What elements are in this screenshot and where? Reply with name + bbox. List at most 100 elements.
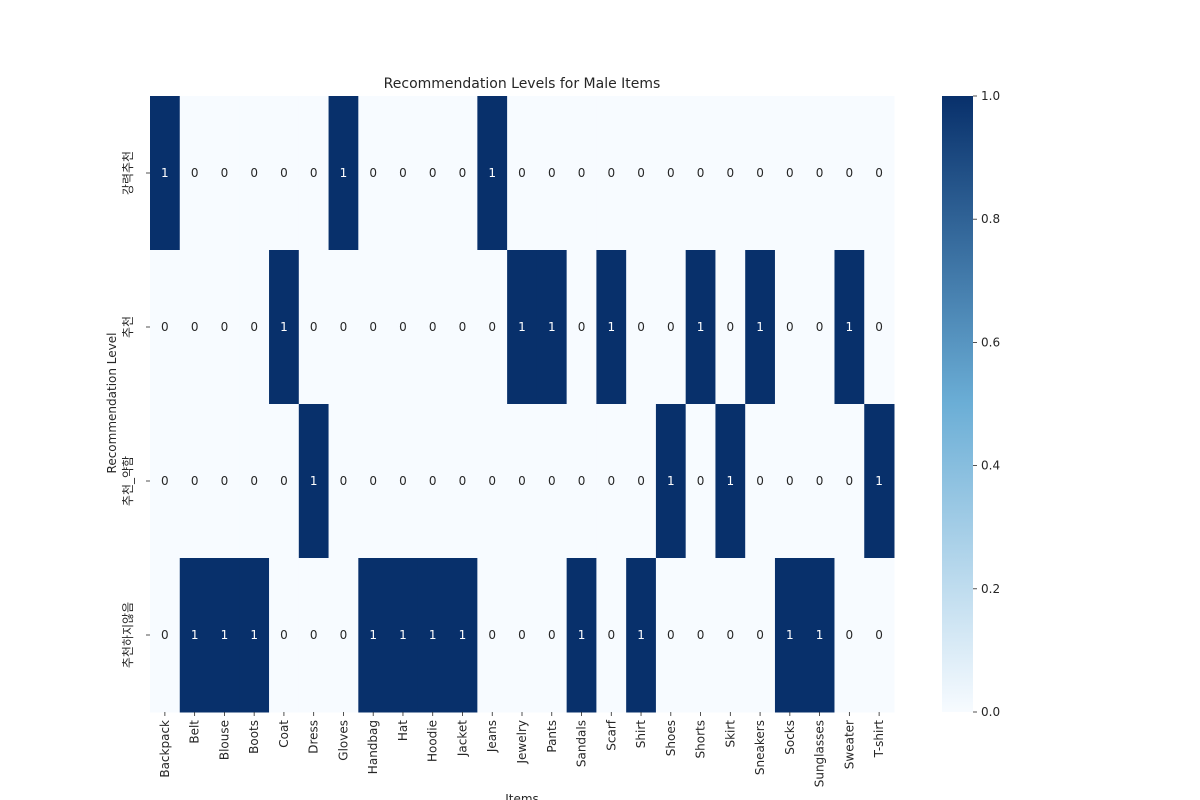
cell-value-label: 1	[875, 474, 883, 488]
cell-value-label: 0	[816, 320, 824, 334]
heatmap-cell	[447, 404, 478, 559]
heatmap-cell	[239, 404, 270, 559]
cell-value-label: 0	[846, 474, 854, 488]
heatmap-cell	[417, 558, 449, 713]
heatmap-cell	[864, 250, 895, 405]
cell-value-label: 1	[637, 628, 645, 642]
heatmap-cell	[298, 404, 330, 559]
heatmap-cell	[626, 558, 657, 713]
heatmap-cell	[477, 96, 508, 251]
cell-value-label: 0	[250, 474, 258, 488]
heatmap-cell	[596, 250, 627, 405]
heatmap-cell	[745, 558, 776, 713]
heatmap-cell	[626, 404, 657, 559]
cell-value-label: 0	[548, 166, 556, 180]
y-tick-label: 추천	[120, 316, 135, 338]
heatmap-cell	[626, 250, 657, 405]
heatmap-cell	[477, 558, 508, 713]
x-tick-label: Sweater	[842, 720, 856, 769]
heatmap-cell	[150, 96, 181, 251]
cell-value-label: 0	[548, 474, 556, 488]
heatmap-cell	[150, 404, 181, 559]
heatmap-cell	[566, 250, 597, 405]
heatmap-cell	[328, 404, 359, 559]
x-tick-label: Sandals	[575, 720, 589, 767]
heatmap-cell	[477, 250, 508, 405]
heatmap-cell	[834, 404, 865, 559]
cell-value-label: 0	[726, 628, 734, 642]
cell-value-label: 1	[369, 628, 377, 642]
heatmap-cell	[864, 558, 895, 713]
cell-value-label: 0	[280, 474, 288, 488]
cell-value-label: 0	[280, 166, 288, 180]
cell-value-label: 0	[429, 474, 437, 488]
heatmap-cell	[536, 96, 568, 251]
cell-value-label: 0	[667, 628, 675, 642]
x-tick-label: Jewelry	[515, 720, 529, 765]
x-tick-label: Coat	[277, 720, 291, 748]
heatmap-cell	[417, 404, 449, 559]
cell-value-label: 1	[726, 474, 734, 488]
x-tick-label: Dress	[307, 720, 321, 754]
heatmap-cell	[239, 558, 270, 713]
cell-value-label: 0	[340, 628, 348, 642]
heatmap-cell	[804, 558, 835, 713]
x-tick-label: Shoes	[664, 720, 678, 756]
heatmap-cell	[596, 404, 627, 559]
heatmap-cell	[328, 250, 359, 405]
x-tick-label: Gloves	[336, 720, 350, 761]
cell-value-label: 0	[221, 474, 229, 488]
heatmap-cell	[715, 404, 746, 559]
cell-value-label: 0	[161, 628, 169, 642]
cell-value-label: 0	[399, 166, 407, 180]
heatmap-cell	[447, 558, 478, 713]
heatmap-cell	[298, 250, 330, 405]
heatmap-cell	[685, 404, 716, 559]
cell-value-label: 1	[191, 628, 199, 642]
cell-value-label: 0	[637, 320, 645, 334]
heatmap-cell	[745, 404, 776, 559]
heatmap-cell	[269, 558, 300, 713]
heatmap-cell	[774, 404, 806, 559]
y-tick-label: 추천_약함	[120, 456, 135, 506]
cell-value-label: 1	[816, 628, 824, 642]
cell-value-label: 0	[786, 474, 794, 488]
x-tick-label: T-shirt	[872, 720, 886, 759]
heatmap-cell	[388, 558, 419, 713]
cell-value-label: 0	[488, 474, 496, 488]
cell-value-label: 0	[607, 474, 615, 488]
cell-value-label: 1	[310, 474, 318, 488]
heatmap-cell	[596, 96, 627, 251]
x-tick-label: Belt	[188, 720, 202, 744]
cell-value-label: 0	[488, 320, 496, 334]
cell-value-label: 1	[518, 320, 526, 334]
cell-value-label: 0	[578, 474, 586, 488]
heatmap-cell	[269, 250, 300, 405]
cell-value-label: 0	[697, 474, 705, 488]
cell-value-label: 0	[637, 474, 645, 488]
heatmap-cell	[179, 250, 211, 405]
heatmap-cell	[209, 404, 240, 559]
colorbar-ticks: 0.0 0.2 0.4 0.6 0.8 1.0	[973, 89, 1000, 719]
x-tick-label: Scarf	[604, 719, 618, 751]
heatmap-cell	[804, 250, 835, 405]
cell-value-label: 0	[191, 474, 199, 488]
heatmap-cell	[209, 96, 240, 251]
cell-value-label: 1	[846, 320, 854, 334]
heatmap-cell	[298, 558, 330, 713]
cell-value-label: 1	[578, 628, 586, 642]
x-axis-label: Items	[505, 792, 539, 800]
heatmap-cell	[774, 558, 806, 713]
colorbar-tick-label: 0.6	[981, 335, 1000, 349]
heatmap-cell	[536, 404, 568, 559]
cell-value-label: 0	[310, 166, 318, 180]
x-tick-label: Socks	[783, 720, 797, 755]
heatmap-cell	[239, 250, 270, 405]
cell-value-label: 0	[191, 320, 199, 334]
cell-value-label: 0	[518, 166, 526, 180]
heatmap-cell	[358, 404, 389, 559]
heatmap-cell	[655, 558, 687, 713]
heatmap-cell	[626, 96, 657, 251]
cell-value-label: 1	[161, 166, 169, 180]
